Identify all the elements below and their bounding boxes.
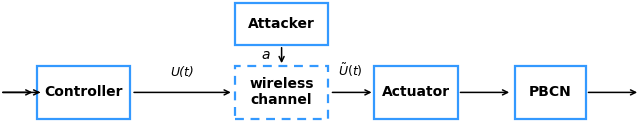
Text: PBCN: PBCN <box>529 85 572 99</box>
Text: $\tilde{U}(t)$: $\tilde{U}(t)$ <box>339 62 363 79</box>
Text: Controller: Controller <box>44 85 122 99</box>
Bar <box>236 66 328 119</box>
Text: Attacker: Attacker <box>248 17 315 31</box>
Text: wireless
channel: wireless channel <box>250 77 314 107</box>
Bar <box>374 66 458 119</box>
Text: U(t): U(t) <box>170 66 195 79</box>
Bar <box>236 3 328 45</box>
Bar <box>515 66 586 119</box>
Bar <box>37 66 130 119</box>
Text: a: a <box>262 48 270 62</box>
Text: Actuator: Actuator <box>382 85 450 99</box>
